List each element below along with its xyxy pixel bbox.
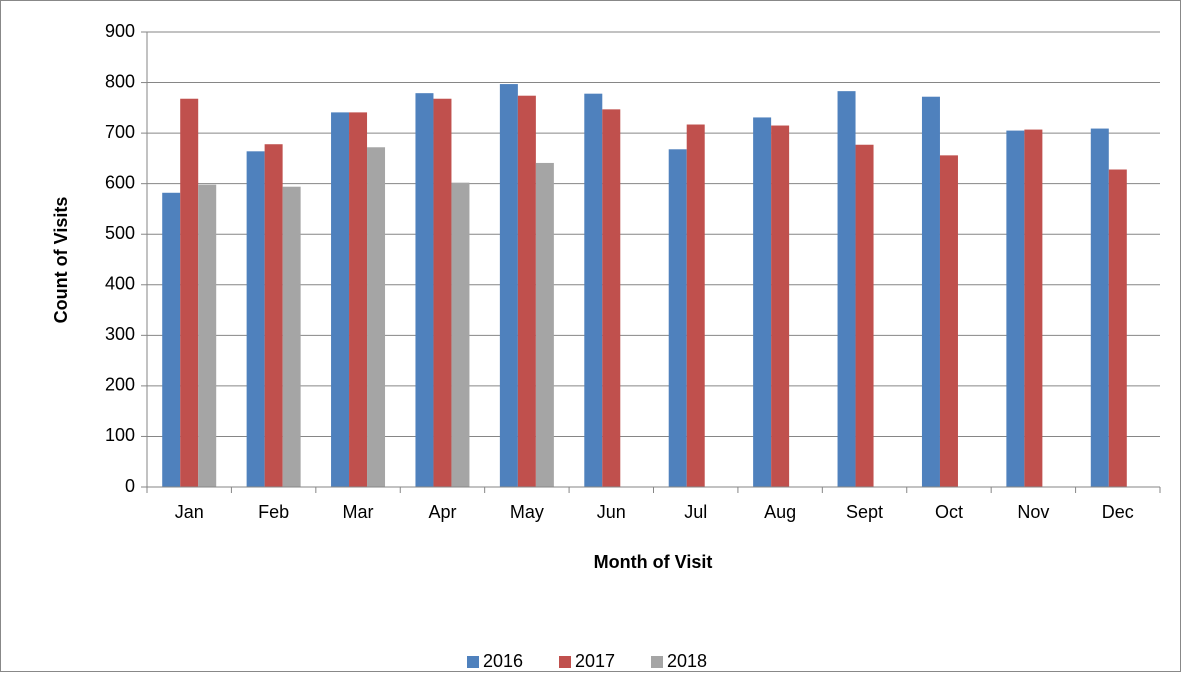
bar	[246, 151, 265, 488]
bar	[415, 93, 434, 487]
y-tick-label: 700	[105, 122, 135, 142]
bar	[367, 147, 386, 487]
x-tick-label: Apr	[428, 502, 456, 522]
y-tick-label: 800	[105, 71, 135, 91]
bar	[939, 155, 958, 487]
y-tick-label: 600	[105, 172, 135, 192]
bar	[517, 95, 536, 487]
x-tick-label: Jun	[597, 502, 626, 522]
bar	[180, 98, 199, 487]
bar	[349, 112, 368, 487]
bar	[535, 162, 554, 487]
x-tick-label: Sept	[846, 502, 883, 522]
bar	[451, 182, 470, 487]
x-tick-label: Aug	[764, 502, 796, 522]
bar	[162, 192, 181, 487]
legend-label: 2018	[667, 651, 707, 671]
y-tick-label: 900	[105, 21, 135, 41]
bar	[668, 149, 687, 488]
x-tick-label: Oct	[935, 502, 963, 522]
x-tick-label: Feb	[258, 502, 289, 522]
bar	[584, 93, 603, 487]
x-axis-label: Month of Visit	[594, 552, 713, 572]
bar	[433, 98, 452, 487]
bar	[282, 186, 301, 487]
legend-label: 2016	[483, 651, 523, 671]
bar	[264, 144, 283, 487]
x-tick-label: Jan	[175, 502, 204, 522]
bar	[1090, 128, 1109, 488]
bar	[1024, 129, 1043, 488]
y-tick-label: 300	[105, 324, 135, 344]
bar	[855, 144, 874, 487]
x-tick-label: Dec	[1102, 502, 1134, 522]
bar	[198, 184, 217, 487]
bar	[1006, 130, 1025, 488]
y-tick-label: 0	[125, 476, 135, 496]
bar	[771, 125, 790, 488]
bar	[686, 124, 705, 488]
y-tick-label: 500	[105, 223, 135, 243]
y-tick-label: 100	[105, 425, 135, 445]
bar	[921, 96, 940, 487]
bar	[1108, 169, 1127, 487]
legend-swatch	[651, 656, 663, 668]
bar	[499, 84, 518, 488]
x-tick-label: May	[510, 502, 544, 522]
bar	[602, 109, 621, 487]
bar	[331, 112, 350, 487]
y-axis-label: Count of Visits	[51, 197, 71, 324]
x-tick-label: Nov	[1017, 502, 1049, 522]
bar	[753, 117, 772, 487]
x-tick-label: Mar	[343, 502, 374, 522]
x-tick-label: Jul	[684, 502, 707, 522]
y-tick-label: 200	[105, 375, 135, 395]
legend-label: 2017	[575, 651, 615, 671]
legend-swatch	[559, 656, 571, 668]
legend-swatch	[467, 656, 479, 668]
bar	[837, 91, 856, 488]
y-tick-label: 400	[105, 274, 135, 294]
